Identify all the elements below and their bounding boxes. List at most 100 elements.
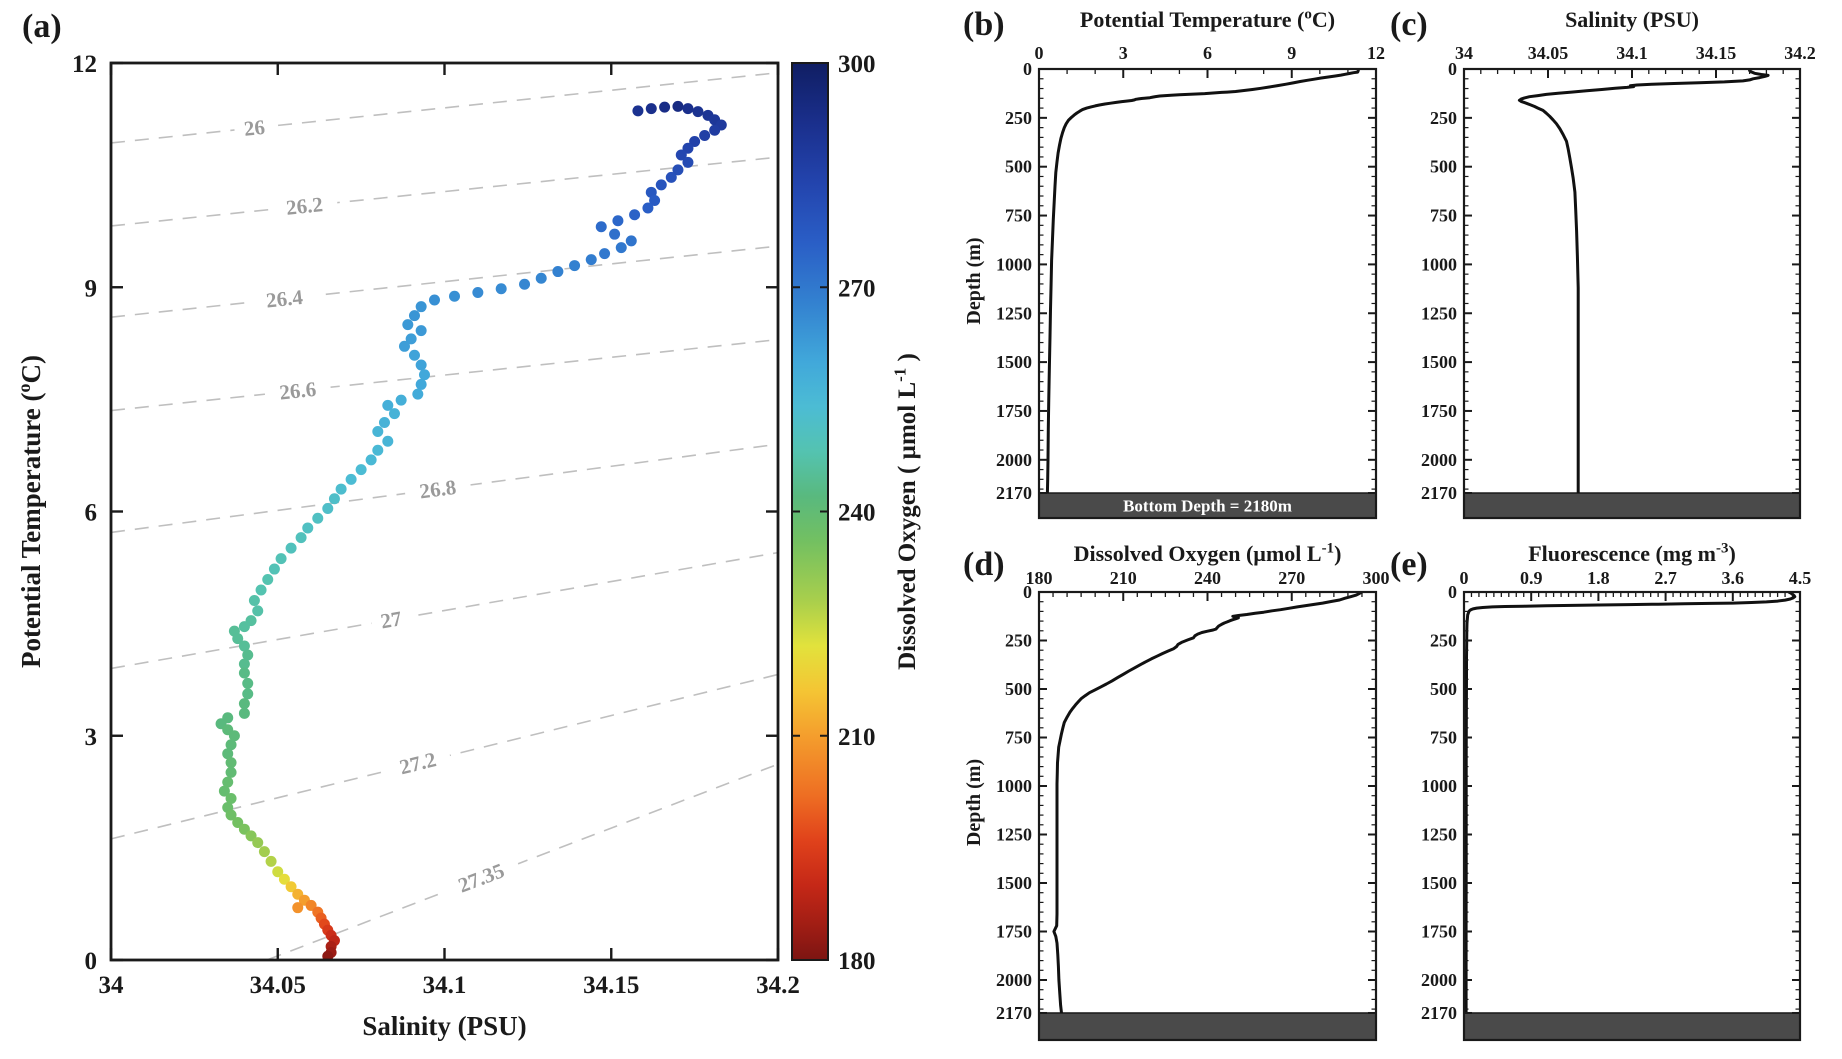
colorbar-tick-label: 270 bbox=[838, 275, 876, 302]
panel-e-letter: (e) bbox=[1390, 546, 1428, 583]
ts-point bbox=[268, 563, 280, 575]
x-tick-label: 9 bbox=[1287, 43, 1296, 63]
ts-point bbox=[238, 707, 250, 719]
profile-line bbox=[1052, 592, 1364, 1013]
depth-tick-label: 1000 bbox=[1421, 776, 1457, 796]
ts-point bbox=[322, 503, 334, 515]
ts-point bbox=[225, 757, 237, 769]
ts-point bbox=[242, 649, 254, 661]
ts-point bbox=[275, 553, 287, 565]
ts-point bbox=[699, 130, 711, 142]
y-tick-label: 6 bbox=[85, 500, 98, 527]
ts-point bbox=[272, 866, 284, 878]
isopycnal-lines bbox=[111, 71, 778, 960]
ts-point bbox=[672, 164, 684, 176]
ts-point bbox=[472, 286, 484, 298]
ts-point bbox=[519, 278, 531, 290]
ts-point bbox=[252, 837, 264, 849]
ts-point bbox=[412, 388, 424, 400]
x-tick-label: 270 bbox=[1278, 568, 1305, 588]
depth-tick-label: 1750 bbox=[1421, 922, 1457, 942]
ts-point bbox=[709, 124, 721, 136]
ts-point bbox=[225, 766, 237, 778]
panel-frame bbox=[1037, 590, 1378, 1042]
depth-minor-ticks bbox=[1464, 78, 1800, 490]
ts-point bbox=[645, 103, 657, 115]
isopycnal-label: 26.8 bbox=[418, 475, 458, 504]
depth-tick-label: 750 bbox=[1430, 206, 1457, 226]
depth-tick-label: 1500 bbox=[996, 873, 1032, 893]
ts-point bbox=[569, 260, 581, 272]
ts-point bbox=[415, 325, 427, 337]
ts-point bbox=[665, 171, 677, 183]
panel-a-ticks bbox=[109, 61, 780, 962]
depth-tick-label: 1750 bbox=[1421, 401, 1457, 421]
seafloor-bar-text: Bottom Depth = 2180m bbox=[1123, 497, 1292, 516]
ts-point bbox=[629, 209, 641, 221]
ts-point bbox=[659, 101, 671, 113]
panel-d-title: Dissolved Oxygen (µmol L-1) bbox=[1074, 541, 1342, 566]
depth-tick-label: 2170 bbox=[1421, 483, 1457, 503]
panel-frame bbox=[1462, 67, 1802, 520]
x-tick-label: 0 bbox=[1035, 43, 1044, 63]
depth-tick-label: 750 bbox=[1005, 728, 1032, 748]
ts-point bbox=[252, 605, 264, 617]
depth-tick-label: 1750 bbox=[996, 401, 1032, 421]
ts-point bbox=[238, 640, 250, 652]
depth-ticks bbox=[1464, 591, 1800, 1014]
ts-point bbox=[655, 179, 667, 191]
seafloor-bar bbox=[1463, 1012, 1801, 1041]
ts-point bbox=[382, 435, 394, 447]
x-minor-ticks bbox=[1470, 592, 1794, 597]
panel-b-letter: (b) bbox=[963, 6, 1005, 43]
ts-point bbox=[398, 340, 410, 352]
ts-point bbox=[225, 793, 237, 805]
ts-point bbox=[222, 748, 234, 760]
depth-axis-label: Depth (m) bbox=[963, 237, 985, 324]
panel-d-letter: (d) bbox=[963, 546, 1005, 583]
ts-point bbox=[585, 254, 597, 266]
depth-tick-label: 1500 bbox=[1421, 352, 1457, 372]
isopycnal-label: 26.2 bbox=[285, 192, 324, 220]
panel-d-profile: Dissolved Oxygen (µmol L-1) 180 210 240 270 3… bbox=[963, 541, 1390, 1042]
x-minor-ticks bbox=[1052, 592, 1363, 597]
x-ticks bbox=[1038, 69, 1377, 78]
x-axis-label: Salinity (PSU) bbox=[362, 1011, 526, 1041]
depth-ticks bbox=[1039, 68, 1376, 495]
panel-c-profile: Salinity (PSU) 34 34.05 34.1 34.15 34.2 0 250 50… bbox=[1421, 7, 1816, 520]
ts-point bbox=[689, 135, 701, 147]
ts-scatter-points bbox=[215, 100, 727, 960]
ts-point bbox=[609, 228, 621, 240]
ts-point bbox=[222, 776, 234, 788]
x-tick-label: 34 bbox=[1455, 43, 1473, 63]
isopycnal-line bbox=[111, 551, 778, 670]
ts-point bbox=[408, 349, 420, 361]
ts-point bbox=[232, 816, 244, 828]
ts-point bbox=[262, 574, 274, 586]
x-tick-label: 34.15 bbox=[1696, 43, 1737, 63]
x-tick-label: 34.15 bbox=[583, 972, 639, 999]
ts-point bbox=[225, 739, 237, 751]
x-tick-label: 34.2 bbox=[756, 972, 800, 999]
depth-tick-label: 0 bbox=[1023, 582, 1032, 602]
panel-c-title: Salinity (PSU) bbox=[1565, 7, 1699, 32]
panel-e-profile: Fluorescence (mg m-3) 0 0.9 1.8 2.7 3.6 4.5 0 25… bbox=[1421, 541, 1811, 1042]
depth-tick-label: 2000 bbox=[1421, 450, 1457, 470]
ts-point bbox=[402, 319, 414, 331]
x-tick-label: 12 bbox=[1367, 43, 1385, 63]
isopycnal-line bbox=[111, 338, 778, 412]
depth-tick-label: 2170 bbox=[996, 1003, 1032, 1023]
ts-point bbox=[495, 283, 507, 295]
depth-tick-label: 2170 bbox=[1421, 1003, 1457, 1023]
ts-point bbox=[415, 301, 427, 313]
x-ticks bbox=[1463, 592, 1801, 601]
depth-tick-label: 1000 bbox=[996, 776, 1032, 796]
ts-point bbox=[615, 242, 627, 254]
panel-c-letter: (c) bbox=[1390, 6, 1428, 43]
isopycnal-line bbox=[111, 245, 778, 318]
ts-point bbox=[382, 399, 394, 411]
depth-tick-label: 0 bbox=[1448, 59, 1457, 79]
ts-point bbox=[675, 149, 687, 161]
